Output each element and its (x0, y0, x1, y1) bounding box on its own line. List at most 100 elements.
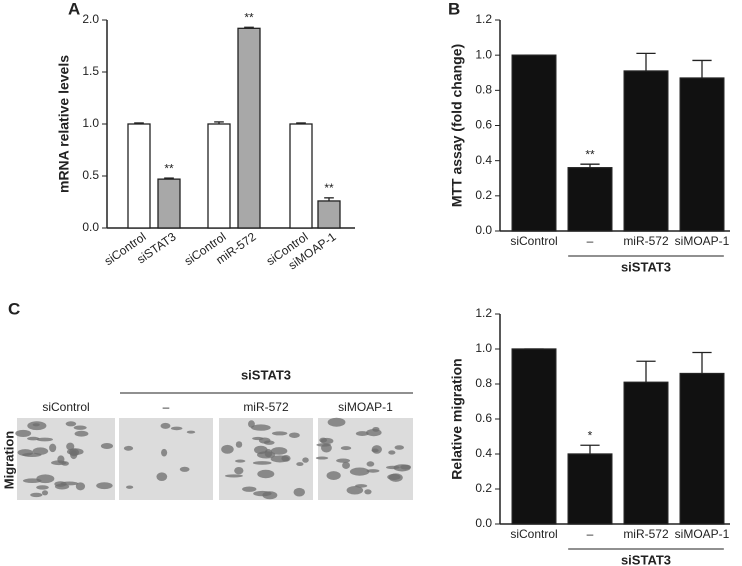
cell (32, 423, 40, 427)
cell (65, 421, 77, 427)
cell (270, 447, 288, 455)
panel-label: B (448, 0, 460, 18)
cell (30, 492, 43, 498)
cell (49, 443, 57, 453)
cell (293, 487, 305, 497)
cell (355, 484, 368, 488)
cell (160, 422, 171, 429)
y-axis-label: mRNA relative levels (56, 55, 72, 193)
cell (340, 446, 352, 451)
y-tick-label: 0.2 (475, 188, 492, 202)
y-tick-label: 0.4 (475, 153, 492, 167)
column-label: siControl (42, 400, 89, 414)
y-tick-label: 1.0 (475, 47, 492, 61)
bar (157, 178, 181, 229)
column-label: miR-572 (243, 400, 289, 414)
group-label: siSTAT3 (241, 367, 291, 382)
migration-image (119, 418, 213, 500)
cell (242, 486, 257, 492)
cell (326, 471, 341, 480)
cell (296, 462, 304, 467)
cell (234, 466, 244, 475)
panel-label: A (68, 0, 80, 18)
column-label: – (163, 400, 170, 414)
cell (288, 432, 300, 438)
cell (281, 455, 291, 462)
bar (207, 123, 231, 229)
column-label: siMOAP-1 (338, 400, 393, 414)
migration-image (318, 418, 413, 500)
y-tick-label: 1.0 (82, 116, 99, 130)
cell (235, 441, 243, 448)
y-tick-label: 1.2 (475, 12, 492, 26)
x-tick-label: miR-572 (623, 234, 669, 248)
cell (371, 445, 382, 454)
x-tick-label: siMOAP-1 (675, 527, 730, 541)
cell (51, 460, 67, 466)
significance: ** (324, 181, 334, 195)
bar (623, 70, 669, 232)
cell (36, 437, 53, 442)
cell (271, 431, 288, 436)
cell (32, 447, 49, 455)
y-tick-label: 1.5 (82, 64, 99, 78)
cell (262, 491, 278, 500)
bar (679, 77, 725, 232)
cell (17, 449, 34, 456)
y-tick-label: 1.0 (475, 341, 492, 355)
y-tick-label: 0.5 (82, 168, 99, 182)
cell (400, 464, 411, 470)
cell (336, 458, 351, 463)
cell (388, 473, 403, 482)
significance: ** (244, 10, 254, 24)
cell (235, 459, 246, 463)
cell (252, 436, 264, 441)
bar (289, 123, 313, 229)
x-tick-label: siMOAP-1 (675, 234, 730, 248)
bar (679, 372, 725, 525)
y-axis-label: MTT assay (fold change) (449, 44, 465, 207)
cell (349, 467, 370, 476)
cell (156, 472, 168, 481)
cell (36, 485, 49, 490)
y-tick-label: 2.0 (82, 12, 99, 26)
cell (186, 430, 196, 434)
x-tick-label: siControl (510, 234, 557, 248)
y-tick-label: 0.0 (82, 220, 99, 234)
cell (263, 440, 275, 445)
cell (342, 461, 350, 469)
cell (252, 461, 272, 465)
y-tick-label: 0.2 (475, 481, 492, 495)
cell (315, 456, 329, 460)
significance: ** (585, 147, 595, 161)
y-axis-label: Relative migration (449, 358, 465, 479)
cell (366, 461, 375, 467)
y-tick-label: 0.8 (475, 376, 492, 390)
bar (511, 54, 557, 232)
x-tick-label: miR-572 (623, 527, 669, 541)
bar (127, 123, 151, 229)
cell (15, 429, 32, 438)
cell (388, 450, 396, 455)
cell (248, 420, 255, 428)
y-tick-label: 1.2 (475, 306, 492, 320)
cell (70, 450, 78, 460)
cell (386, 465, 400, 470)
cell (327, 417, 346, 427)
cell (100, 443, 114, 450)
cell (96, 482, 113, 490)
x-tick-label: siControl (510, 527, 557, 541)
cell (224, 474, 243, 478)
y-tick-label: 0.6 (475, 118, 492, 132)
cell (126, 485, 134, 489)
cell (66, 442, 75, 451)
bar (567, 453, 613, 525)
cell (73, 425, 87, 430)
bar (623, 381, 669, 525)
bar (237, 27, 261, 229)
cell (74, 430, 89, 437)
cell (366, 428, 382, 437)
cell (251, 424, 271, 431)
group-label: siSTAT3 (621, 259, 671, 274)
